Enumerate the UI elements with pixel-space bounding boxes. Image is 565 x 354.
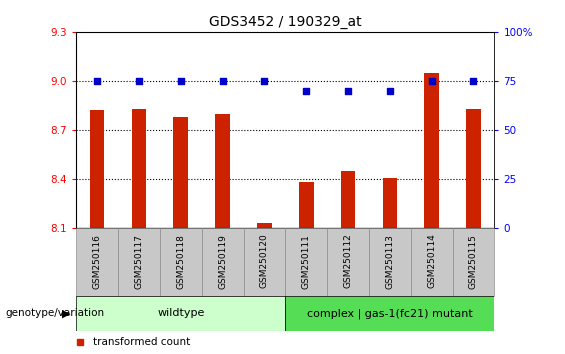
- Point: [260, 78, 269, 84]
- Bar: [160, 228, 202, 296]
- Text: GSM250117: GSM250117: [134, 234, 144, 289]
- Bar: [299, 182, 314, 228]
- Bar: [76, 296, 285, 331]
- Text: wildtype: wildtype: [157, 308, 205, 318]
- Bar: [411, 228, 453, 296]
- Bar: [202, 228, 244, 296]
- Bar: [173, 117, 188, 228]
- Text: GSM250120: GSM250120: [260, 234, 269, 289]
- Bar: [132, 109, 146, 228]
- Bar: [466, 109, 481, 228]
- Bar: [327, 228, 369, 296]
- Bar: [369, 228, 411, 296]
- Bar: [341, 171, 355, 228]
- Bar: [285, 296, 494, 331]
- Point: [302, 88, 311, 93]
- Point: [469, 78, 478, 84]
- Point: [134, 78, 144, 84]
- Bar: [424, 73, 439, 228]
- Text: GSM250113: GSM250113: [385, 234, 394, 289]
- Text: complex | gas-1(fc21) mutant: complex | gas-1(fc21) mutant: [307, 308, 473, 319]
- Text: GSM250118: GSM250118: [176, 234, 185, 289]
- Point: [93, 78, 102, 84]
- Text: GSM250112: GSM250112: [344, 234, 353, 289]
- Bar: [90, 110, 105, 228]
- Text: GSM250115: GSM250115: [469, 234, 478, 289]
- Point: [344, 88, 353, 93]
- Text: GSM250111: GSM250111: [302, 234, 311, 289]
- Bar: [453, 228, 494, 296]
- Bar: [285, 228, 327, 296]
- Bar: [383, 178, 397, 228]
- Bar: [118, 228, 160, 296]
- Point: [218, 78, 227, 84]
- Bar: [215, 114, 230, 228]
- Text: GSM250116: GSM250116: [93, 234, 102, 289]
- Text: genotype/variation: genotype/variation: [6, 308, 105, 318]
- Point: [176, 78, 185, 84]
- Text: transformed count: transformed count: [93, 337, 190, 348]
- Text: GSM250114: GSM250114: [427, 234, 436, 289]
- Text: ▶: ▶: [62, 308, 71, 318]
- Bar: [257, 223, 272, 228]
- Bar: [244, 228, 285, 296]
- Text: GSM250119: GSM250119: [218, 234, 227, 289]
- Point: [385, 88, 394, 93]
- Point: [427, 78, 436, 84]
- Title: GDS3452 / 190329_at: GDS3452 / 190329_at: [209, 16, 362, 29]
- Bar: [76, 228, 118, 296]
